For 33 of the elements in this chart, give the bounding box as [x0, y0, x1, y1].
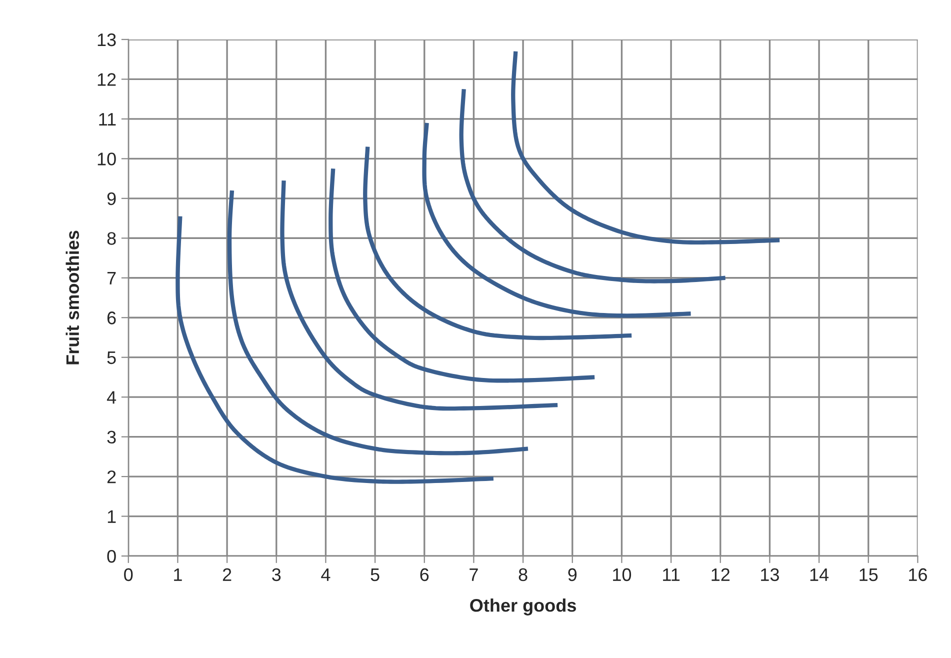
y-tick-label: 0 [107, 550, 116, 563]
x-tick-label: 13 [761, 568, 779, 582]
y-tick-label: 13 [98, 33, 116, 46]
x-tick-label: 2 [222, 568, 232, 581]
x-tick-label: 8 [518, 568, 528, 582]
x-tick-label: 14 [810, 568, 829, 581]
x-tick-label: 0 [124, 568, 133, 582]
x-tick-label: 7 [470, 568, 478, 581]
y-tick-label: 8 [107, 232, 116, 245]
y-tick-label: 1 [108, 510, 116, 523]
y-tick-label: 10 [98, 152, 116, 166]
y-tick-label: 2 [107, 470, 116, 484]
x-tick-label: 1 [174, 568, 182, 581]
y-tick-label: 9 [107, 192, 116, 206]
y-tick-label: 7 [107, 272, 116, 284]
y-tick-label: 4 [106, 391, 116, 404]
x-tick-label: 3 [272, 568, 281, 582]
x-tick-label: 4 [321, 568, 330, 581]
x-tick-label: 6 [420, 568, 429, 582]
x-tick-label: 12 [712, 568, 730, 581]
x-tick-label: 9 [568, 568, 577, 582]
x-tick-label: 5 [370, 568, 380, 582]
x-tick-label: 15 [860, 568, 878, 582]
x-tick-label: 16 [909, 568, 927, 582]
y-axis-title: Fruit smoothies [66, 230, 80, 364]
y-tick-label: 11 [99, 113, 116, 126]
x-axis-title: Other goods [470, 598, 576, 616]
y-tick-label: 3 [107, 430, 116, 444]
x-tick-label: 11 [663, 568, 680, 581]
y-tick-label: 6 [107, 312, 116, 324]
y-tick-label: 5 [107, 351, 116, 364]
x-tick-label: 10 [613, 568, 632, 582]
y-tick-label: 12 [98, 73, 116, 86]
